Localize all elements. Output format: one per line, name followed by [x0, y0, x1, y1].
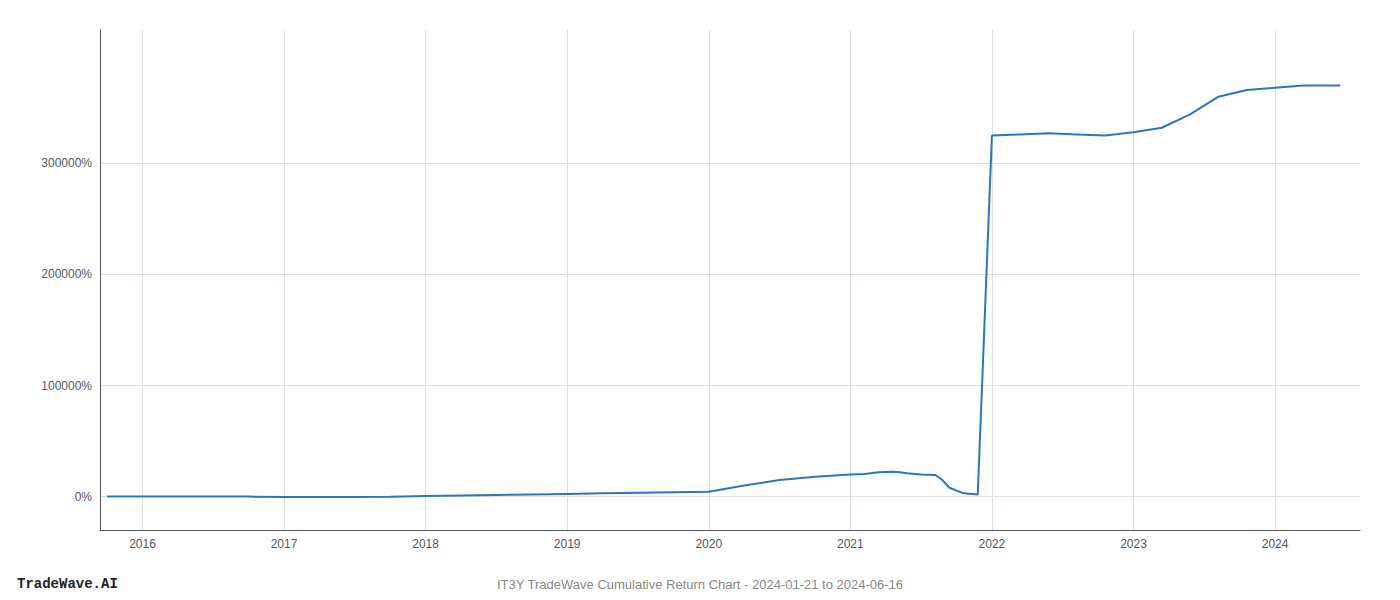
svg-text:300000%: 300000% [41, 156, 92, 170]
svg-text:TradeWave.AI: TradeWave.AI [17, 576, 118, 592]
svg-text:100000%: 100000% [41, 379, 92, 393]
svg-text:2017: 2017 [271, 537, 298, 551]
svg-text:2023: 2023 [1120, 537, 1147, 551]
svg-text:2020: 2020 [695, 537, 722, 551]
svg-text:2019: 2019 [554, 537, 581, 551]
svg-text:2021: 2021 [837, 537, 864, 551]
svg-text:IT3Y TradeWave Cumulative Retu: IT3Y TradeWave Cumulative Return Chart -… [497, 577, 903, 592]
svg-text:2018: 2018 [412, 537, 439, 551]
svg-text:0%: 0% [75, 490, 93, 504]
svg-text:2024: 2024 [1262, 537, 1289, 551]
svg-text:200000%: 200000% [41, 267, 92, 281]
svg-text:2022: 2022 [979, 537, 1006, 551]
svg-text:2016: 2016 [129, 537, 156, 551]
